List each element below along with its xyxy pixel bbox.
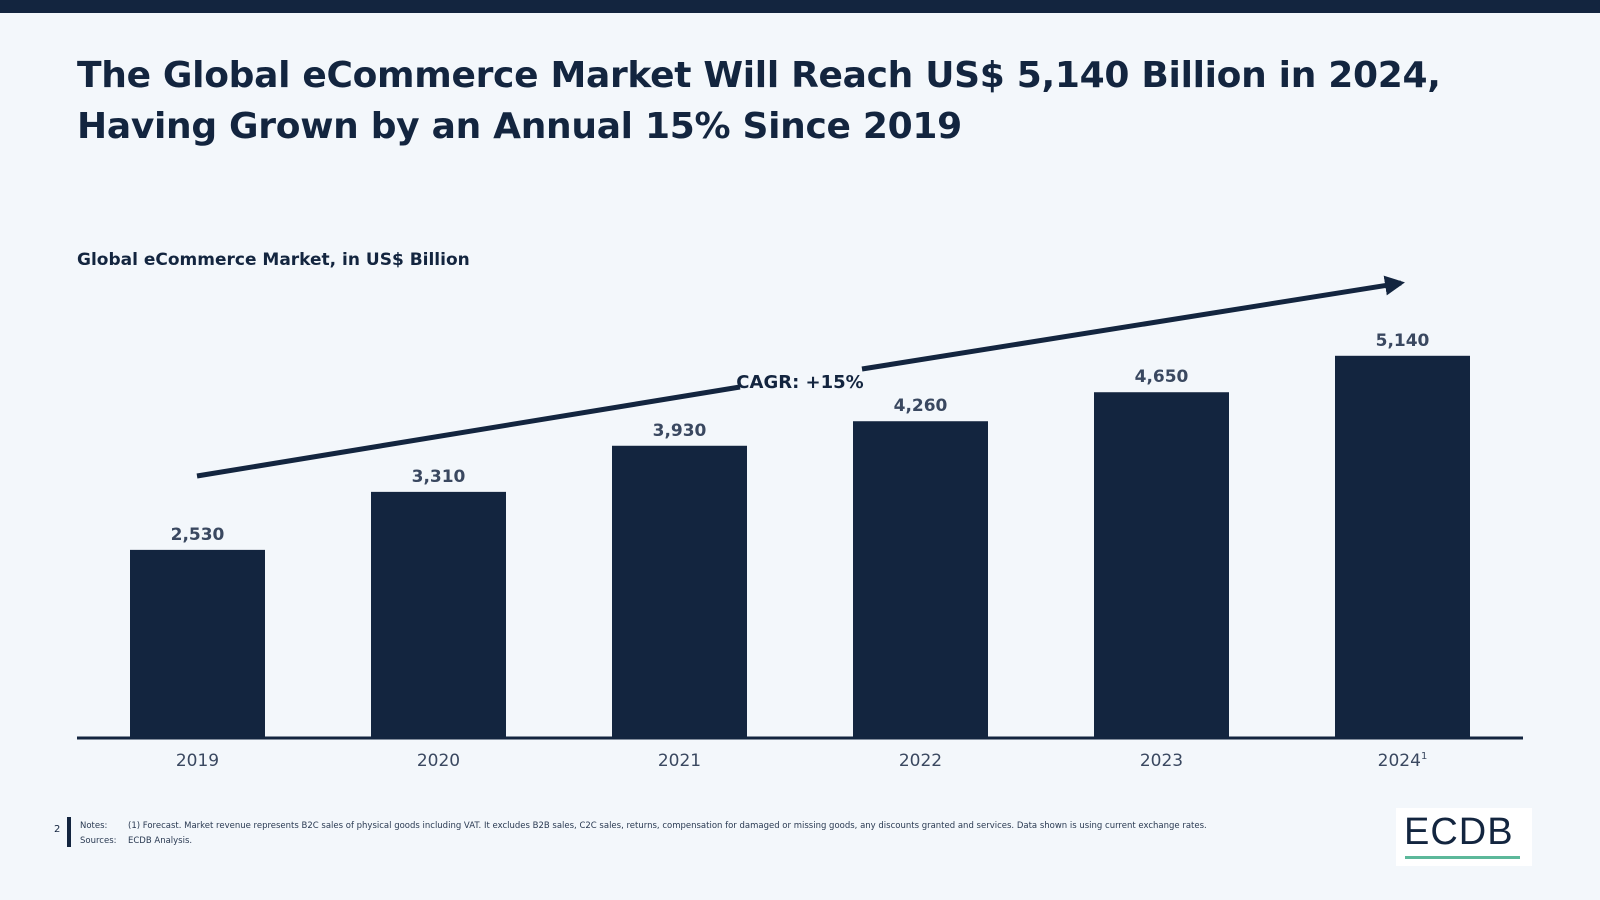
bar-2023 [1094,392,1229,738]
notes-label: Notes: [80,821,108,831]
value-label-2023: 4,650 [1135,367,1189,387]
footnotes: Notes: (1) Forecast. Market revenue repr… [80,819,1207,849]
cagr-arrow-line [196,384,741,479]
bar-2024 [1335,355,1470,738]
footnote-marker: 1 [1421,751,1427,762]
value-label-2022: 4,260 [894,396,948,416]
sources-text: ECDB Analysis. [128,836,193,846]
page-number: 2 [54,824,61,835]
category-label-2022: 2022 [899,751,942,771]
bar-2019 [130,549,265,738]
value-label-2021: 3,930 [653,421,707,441]
bar-2022 [853,421,988,738]
category-label-2019: 2019 [176,751,219,771]
chart-title: Global eCommerce Market, in US$ Billion [77,250,470,270]
top-bar [0,0,1600,13]
sources-label: Sources: [80,836,117,846]
value-label-2019: 2,530 [171,525,225,545]
bar-2020 [371,491,506,738]
page-title: The Global eCommerce Market Will Reach U… [77,55,1441,147]
notes-text: (1) Forecast. Market revenue represents … [128,821,1207,831]
bar-2021 [612,445,747,738]
cagr-label: CAGR: +15% [736,372,863,393]
category-label-2020: 2020 [417,751,460,771]
cagr-arrow-head-line [861,275,1405,372]
category-label-2021: 2021 [658,751,701,771]
value-label-2024: 5,140 [1376,331,1430,351]
ecdb-logo: ECDB [1404,811,1514,853]
logo-underline [1405,856,1520,859]
category-label-2023: 2023 [1140,751,1183,771]
value-label-2020: 3,310 [412,467,466,487]
category-label-2024: 20241 [1378,751,1428,771]
footer-accent-bar [67,817,71,847]
bar-chart: 2,530 2019 3,310 2020 3,930 2021 4,260 2022 4,65… [77,275,1523,771]
